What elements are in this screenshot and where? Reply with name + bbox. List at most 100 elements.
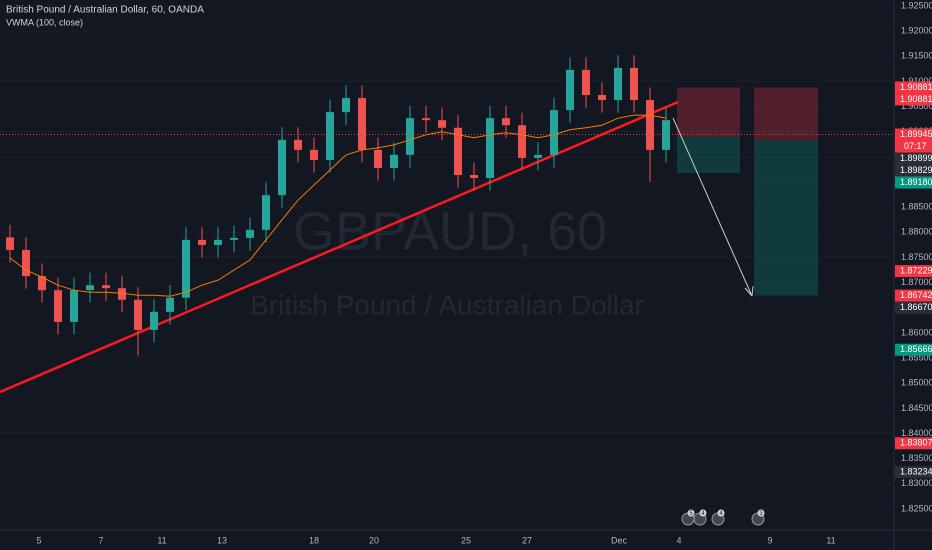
candle-body [70,290,78,322]
stop-zone [677,87,740,137]
candle-body [118,288,126,300]
x-tick-label: 18 [309,535,319,545]
y-tick-label: 1.85000 [901,378,932,388]
price-badge [895,289,932,302]
price-badge [895,343,932,356]
x-tick-label: 20 [369,535,379,545]
candle-body [390,154,398,168]
overlay-layer [0,117,894,297]
price-badge-label: 1.85666 [900,344,932,354]
candle-body [342,98,350,113]
event-count-bg [687,509,695,517]
candle-body [598,95,606,101]
y-tick-label: 1.91500 [901,51,932,61]
candle-body [534,154,542,158]
y-tick-label: 1.83500 [901,453,932,463]
trendline [0,100,679,394]
y-tick-label: 1.82500 [901,503,932,513]
candle-body [470,175,478,179]
vwma-line [9,114,667,297]
x-tick-label: 25 [461,535,471,545]
candle-body [582,69,590,96]
candle-body [518,125,526,158]
y-tick-label: 1.88000 [901,227,932,237]
price-badge [895,466,932,479]
y-tick-label: 1.87000 [901,277,932,287]
watermark-subtitle: British Pound / Australian Dollar [250,289,644,320]
candle-body [566,69,574,111]
drawing-layer [0,87,818,394]
x-tick-label: 4 [676,535,681,545]
projection-arrow [672,117,753,297]
candle-body [646,100,654,150]
price-badge-label: 1.90881 [900,82,932,92]
arrow-head [744,285,754,297]
candle-body [662,120,670,150]
y-tick-label: 1.92000 [901,26,932,36]
price-badge [895,176,932,189]
event-count: 4 [719,511,723,517]
y-tick-label: 1.86000 [901,327,932,337]
target-zone [677,136,740,173]
candle-body [38,276,46,291]
candle-body [358,98,366,150]
candle-body [374,149,382,168]
symbol-title[interactable]: British Pound / Australian Dollar, 60, O… [6,5,204,16]
y-tick-label: 1.90500 [901,101,932,111]
candle-body [310,149,318,160]
target-zone [754,140,818,296]
x-tick-label: 11 [826,535,835,545]
price-badge-label: 1.89829 [900,165,932,175]
candle-body [54,290,62,322]
y-tick-label: 1.87500 [901,252,932,262]
axis-layer: 1.82500 1.83000 1.83500 1.84000 1.84500 1.850… [36,0,932,545]
x-tick-label: 5 [36,535,41,545]
candle-body [486,118,494,179]
indicator-legend[interactable]: VWMA (100, close) [6,17,83,27]
x-tick-label: 27 [522,535,532,545]
price-badge [895,81,932,94]
event-count-bg [757,509,765,517]
y-tick-label: 1.91000 [901,76,932,86]
price-badge [895,128,932,141]
candle-body [182,239,190,298]
y-tick-label: 1.88500 [901,202,932,212]
price-badge [895,93,932,106]
candle-body [246,229,254,238]
y-tick-label: 1.84500 [901,403,932,413]
event-count-bg [699,509,707,517]
price-badge-label: 1.90881 [900,94,932,104]
price-badge-label: 1.83234 [900,466,932,476]
price-badge-label: 1.89899 [900,153,932,163]
candle-body [550,110,558,155]
candle-body [406,118,414,155]
price-badge-label: 1.89945 [900,129,932,139]
x-tick-label: 9 [767,535,772,545]
event-count: 5 [689,511,693,517]
y-tick-label: 1.83000 [901,478,932,488]
candle-body [230,237,238,240]
price-badge [895,301,932,314]
price-badge-label: 1.87229 [900,266,932,276]
watermark: GBPAUD, 60 [293,201,607,261]
candle-body [294,139,302,150]
candle-body [86,285,94,291]
candle-body [614,67,622,101]
stop-zone [754,87,818,141]
price-badge-label: 1.86742 [900,290,932,300]
candle-body [22,249,30,277]
candle-body [502,118,510,126]
candle-body [422,118,430,121]
x-tick-label: 11 [157,535,166,545]
candle-body [150,311,158,330]
event-count: 4 [701,511,705,517]
candle-body [6,237,14,250]
candle-body [166,297,174,312]
y-tick-label: 1.92500 [901,0,932,10]
price-badge-label: 1.83807 [900,438,932,448]
candle-layer [6,55,670,356]
candle-body [454,127,462,176]
y-tick-label: 1.85500 [901,352,932,362]
grid-layer [0,5,894,510]
